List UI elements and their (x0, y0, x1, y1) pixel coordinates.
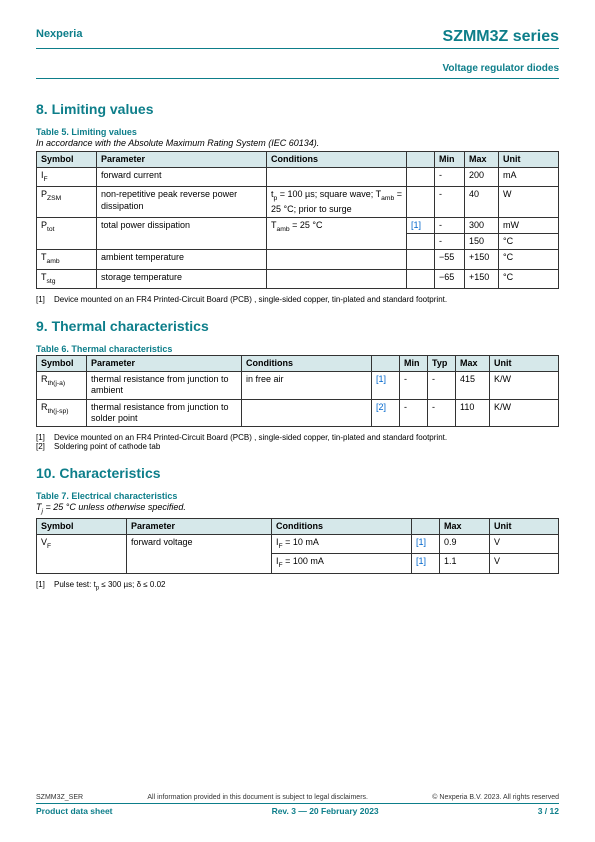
table-electrical: SymbolParameterConditionsMaxUnitVFforwar… (36, 518, 559, 574)
page-footer: SZMM3Z_SER All information provided in t… (36, 794, 559, 816)
table7-title: Table 7. Electrical characteristics (36, 491, 559, 501)
footer-rev: Rev. 3 — 20 February 2023 (272, 806, 379, 816)
series-title: SZMM3Z series (443, 28, 559, 46)
table7-footnotes: [1]Pulse test: tp ≤ 300 µs; δ ≤ 0.02 (36, 580, 559, 592)
table5-footnotes: [1]Device mounted on an FR4 Printed-Circ… (36, 295, 559, 304)
table6-title: Table 6. Thermal characteristics (36, 344, 559, 354)
table5-title: Table 5. Limiting values (36, 127, 559, 137)
table-thermal: SymbolParameterConditionsMinTypMaxUnitRt… (36, 355, 559, 427)
table7-caption: Tj = 25 °C unless otherwise specified. (36, 502, 559, 515)
table6-footnotes: [1]Device mounted on an FR4 Printed-Circ… (36, 433, 559, 451)
doc-subtitle: Voltage regulator diodes (36, 63, 559, 74)
footer-product: Product data sheet (36, 806, 113, 816)
section-9-heading: 9. Thermal characteristics (36, 318, 559, 334)
footer-doc-id: SZMM3Z_SER (36, 794, 83, 801)
table-limiting-values: SymbolParameterConditionsMinMaxUnitIFfor… (36, 151, 559, 289)
section-10-heading: 10. Characteristics (36, 465, 559, 481)
footer-disclaimer: All information provided in this documen… (147, 794, 368, 801)
footer-page: 3 / 12 (538, 806, 559, 816)
brand-name: Nexperia (36, 28, 82, 40)
table5-caption: In accordance with the Absolute Maximum … (36, 138, 559, 148)
section-8-heading: 8. Limiting values (36, 101, 559, 117)
footer-copyright: © Nexperia B.V. 2023. All rights reserve… (432, 794, 559, 801)
